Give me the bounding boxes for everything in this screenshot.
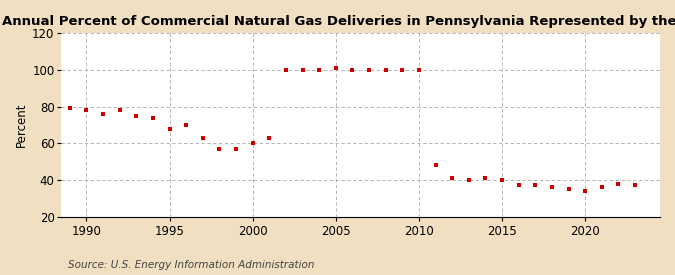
Point — [414, 68, 425, 72]
Point — [530, 183, 541, 188]
Y-axis label: Percent: Percent — [15, 103, 28, 147]
Point — [214, 147, 225, 151]
Point — [164, 126, 175, 131]
Point — [397, 68, 408, 72]
Point — [513, 183, 524, 188]
Point — [330, 66, 341, 70]
Point — [314, 68, 325, 72]
Point — [264, 136, 275, 140]
Point — [597, 185, 608, 189]
Point — [197, 136, 208, 140]
Point — [563, 187, 574, 191]
Point — [447, 176, 458, 180]
Point — [464, 178, 475, 182]
Point — [131, 114, 142, 118]
Point — [114, 108, 125, 112]
Point — [630, 183, 641, 188]
Text: Source: U.S. Energy Information Administration: Source: U.S. Energy Information Administ… — [68, 260, 314, 270]
Point — [480, 176, 491, 180]
Point — [380, 68, 391, 72]
Point — [613, 182, 624, 186]
Title: Annual Percent of Commercial Natural Gas Deliveries in Pennsylvania Represented : Annual Percent of Commercial Natural Gas… — [2, 15, 675, 28]
Point — [297, 68, 308, 72]
Point — [364, 68, 375, 72]
Point — [281, 68, 292, 72]
Point — [547, 185, 558, 189]
Point — [247, 141, 258, 145]
Point — [497, 178, 508, 182]
Point — [81, 108, 92, 112]
Point — [580, 189, 591, 193]
Point — [181, 123, 192, 127]
Point — [347, 68, 358, 72]
Point — [98, 112, 109, 116]
Point — [64, 106, 75, 111]
Point — [231, 147, 242, 151]
Point — [430, 163, 441, 167]
Point — [148, 116, 159, 120]
